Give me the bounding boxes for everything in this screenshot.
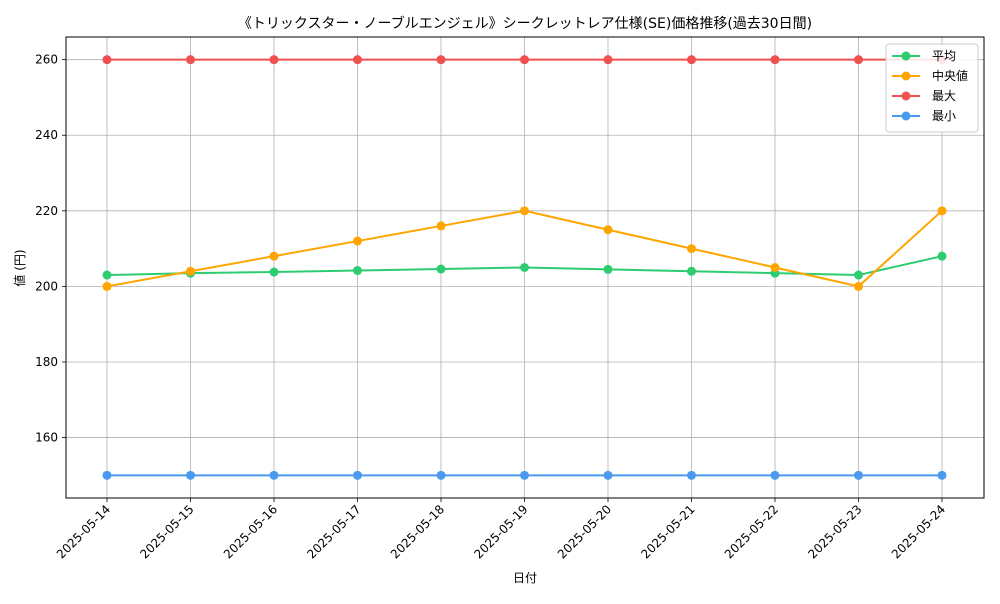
data-point bbox=[102, 281, 112, 291]
data-point bbox=[854, 55, 863, 65]
legend-swatch-marker bbox=[901, 71, 911, 81]
data-point bbox=[436, 55, 446, 65]
series-4 bbox=[102, 470, 947, 480]
data-point bbox=[770, 470, 780, 480]
plot-frame bbox=[65, 36, 985, 499]
legend-item: 最小 bbox=[892, 109, 956, 123]
legend-swatch-marker bbox=[901, 51, 911, 61]
data-point bbox=[269, 55, 279, 65]
y-tick-label: 260 bbox=[35, 53, 58, 67]
x-tick-label: 2025-05-15 bbox=[137, 502, 196, 561]
data-point bbox=[937, 251, 947, 261]
x-axis: 2025-05-14 2025-05-15 2025-05-16 2025-05-17… bbox=[54, 498, 948, 561]
data-point bbox=[770, 55, 780, 65]
data-point bbox=[186, 470, 195, 480]
data-point bbox=[269, 470, 279, 480]
legend-item: 平均 bbox=[892, 49, 956, 63]
legend-label: 最大 bbox=[932, 89, 956, 103]
chart-title: 《トリックスター・ノーブルエンジェル》シークレットレア仕様(SE)価格推移(過去… bbox=[238, 15, 812, 32]
x-tick-label: 2025-05-21 bbox=[638, 502, 697, 561]
data-point bbox=[520, 55, 529, 65]
legend-box bbox=[885, 43, 979, 133]
x-tick-label: 2025-05-18 bbox=[388, 502, 447, 561]
data-point bbox=[436, 221, 446, 231]
data-point bbox=[520, 470, 529, 480]
data-point bbox=[353, 55, 362, 65]
data-point bbox=[102, 55, 112, 65]
data-point bbox=[436, 470, 446, 480]
y-tick-label: 160 bbox=[35, 431, 58, 445]
data-point bbox=[603, 225, 613, 235]
x-tick-label: 2025-05-23 bbox=[805, 502, 864, 561]
y-tick-label: 240 bbox=[35, 128, 58, 142]
legend-item: 最大 bbox=[892, 89, 956, 103]
legend-label: 平均 bbox=[932, 49, 956, 63]
data-point bbox=[854, 281, 863, 291]
data-point bbox=[603, 470, 613, 480]
x-tick-label: 2025-05-19 bbox=[471, 502, 530, 561]
x-tick-label: 2025-05-14 bbox=[54, 502, 113, 561]
y-tick-label: 220 bbox=[35, 204, 58, 218]
y-axis-label: 値 (円) bbox=[12, 249, 27, 286]
data-point bbox=[520, 263, 529, 272]
legend-swatch-marker bbox=[901, 111, 911, 121]
data-point bbox=[854, 470, 863, 480]
data-point bbox=[687, 470, 696, 480]
x-tick-label: 2025-05-16 bbox=[221, 502, 280, 561]
legend-label: 最小 bbox=[932, 109, 956, 123]
data-point bbox=[186, 55, 195, 65]
y-tick-label: 180 bbox=[35, 355, 58, 369]
data-point bbox=[603, 55, 613, 65]
data-point bbox=[436, 264, 446, 274]
legend-swatch-marker bbox=[901, 91, 911, 101]
data-point bbox=[937, 470, 947, 480]
data-point bbox=[353, 236, 362, 246]
series-2 bbox=[102, 206, 947, 291]
series-3 bbox=[102, 55, 947, 65]
data-point bbox=[937, 206, 947, 216]
x-tick-label: 2025-05-20 bbox=[555, 502, 614, 561]
legend-label: 中央値 bbox=[932, 68, 968, 83]
y-axis: 160 180 200 220 240 260 bbox=[35, 53, 66, 445]
y-tick-label: 200 bbox=[35, 279, 58, 293]
data-point bbox=[687, 244, 696, 254]
x-tick-label: 2025-05-22 bbox=[722, 502, 781, 561]
x-tick-label: 2025-05-24 bbox=[889, 502, 948, 561]
data-point bbox=[854, 270, 863, 280]
legend-item: 中央値 bbox=[892, 68, 968, 83]
data-point bbox=[770, 263, 780, 272]
x-axis-label: 日付 bbox=[513, 571, 537, 585]
data-point bbox=[269, 267, 279, 277]
data-point bbox=[353, 470, 362, 480]
x-tick-label: 2025-05-17 bbox=[304, 502, 363, 561]
data-point bbox=[520, 206, 529, 216]
data-point bbox=[269, 251, 279, 261]
data-point bbox=[353, 266, 362, 276]
data-point bbox=[186, 266, 195, 276]
data-point bbox=[102, 270, 112, 280]
data-point bbox=[687, 55, 696, 65]
data-point bbox=[603, 264, 613, 274]
data-point bbox=[687, 266, 696, 276]
data-point bbox=[102, 470, 112, 480]
